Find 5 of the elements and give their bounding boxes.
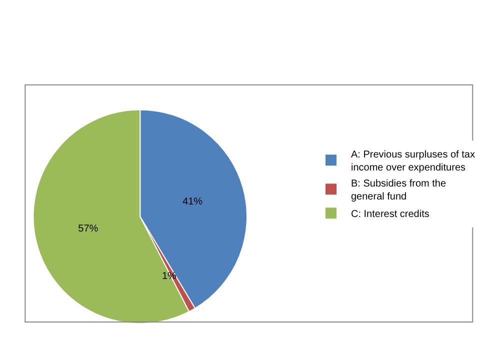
legend-label: A: Previous surpluses of tax income over expenditures: [351, 150, 475, 174]
data-label: 41%: [182, 196, 203, 208]
data-label: 57%: [78, 224, 98, 235]
legend-label: C: Interest credits: [351, 209, 430, 220]
legend-label: B: Subsidies from the general fund: [351, 178, 446, 203]
